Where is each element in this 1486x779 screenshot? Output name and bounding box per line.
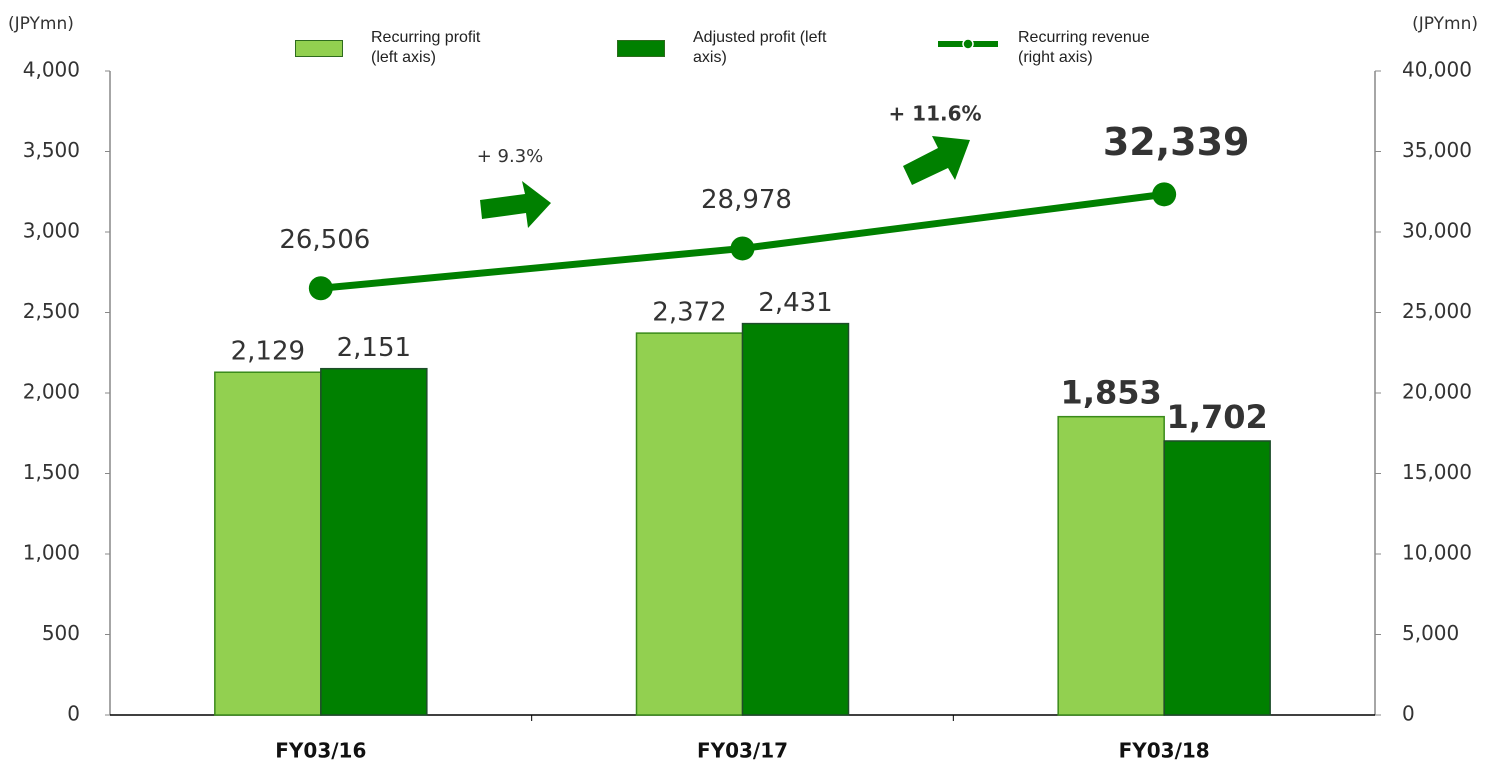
bar (635, 332, 744, 716)
bar (214, 371, 322, 716)
legend-item: Recurring revenue (right axis) (938, 28, 1158, 68)
data-label: 26,506 (279, 225, 370, 255)
line-marker (308, 276, 333, 301)
bar (741, 322, 850, 716)
data-label: 2,431 (758, 288, 832, 318)
data-label: 32,339 (1103, 120, 1250, 164)
legend-label: Recurring revenue (right axis) (1018, 29, 1150, 66)
y-tick-label: 0 (67, 702, 80, 726)
data-label: 28,978 (701, 185, 792, 215)
bar (320, 367, 428, 716)
legend-item: Recurring profit (left axis) (295, 28, 511, 68)
legend-label: Adjusted profit (left axis) (693, 29, 827, 66)
y-tick-label: 1,500 (23, 460, 80, 484)
x-tick-label: FY03/16 (275, 739, 366, 763)
y-tick-label: 500 (42, 621, 80, 645)
y2-tick-label: 40,000 (1402, 58, 1472, 82)
data-label: 1,702 (1167, 398, 1268, 436)
y2-tick-label: 35,000 (1402, 138, 1472, 162)
y2-tick-label: 10,000 (1402, 541, 1472, 565)
y-tick-label: 3,500 (23, 138, 80, 162)
y2-tick-label: 20,000 (1402, 380, 1472, 404)
growth-arrow (480, 181, 551, 228)
y2-tick-label: 30,000 (1402, 219, 1472, 243)
legend-swatch (295, 40, 343, 57)
legend-swatch (617, 40, 665, 57)
y-tick-label: 3,000 (23, 219, 80, 243)
y2-tick-label: 0 (1402, 702, 1415, 726)
data-label: 2,372 (652, 298, 726, 328)
x-tick-label: FY03/17 (697, 739, 788, 763)
y-axis-unit: (JPYmn) (8, 14, 74, 34)
y2-tick-label: 15,000 (1402, 460, 1472, 484)
annotation: + 9.3% (477, 146, 544, 167)
y-tick-label: 1,000 (23, 541, 80, 565)
legend-label: Recurring profit (left axis) (371, 29, 481, 66)
y-tick-label: 2,500 (23, 299, 80, 323)
data-label: 1,853 (1061, 374, 1162, 412)
y-tick-label: 2,000 (23, 380, 80, 404)
x-tick-label: FY03/18 (1119, 739, 1210, 763)
y-tick-label: 4,000 (23, 58, 80, 82)
bar (1163, 440, 1271, 716)
y2-tick-label: 5,000 (1402, 621, 1459, 645)
data-label: 2,151 (337, 333, 411, 363)
growth-arrow (903, 136, 970, 185)
y2-tick-label: 25,000 (1402, 299, 1472, 323)
line-marker (730, 236, 755, 261)
data-label: 2,129 (231, 337, 305, 367)
legend-item: Adjusted profit (left axis) (617, 28, 833, 68)
annotation: + 11.6% (888, 102, 981, 126)
y2-axis-unit: (JPYmn) (1412, 14, 1478, 34)
bar (1057, 415, 1165, 716)
line-marker (1152, 182, 1177, 207)
legend-swatch (938, 38, 998, 50)
